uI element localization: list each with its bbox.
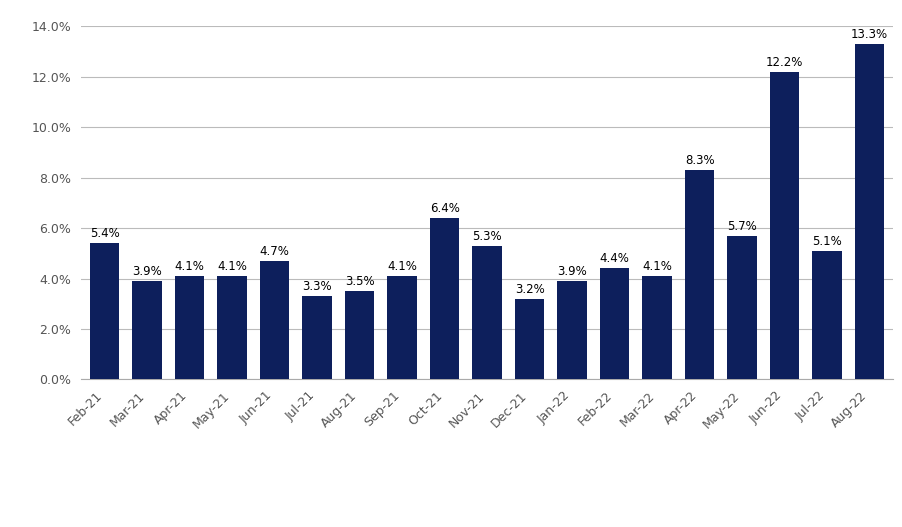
Bar: [855, 44, 885, 379]
Bar: [387, 276, 417, 379]
Text: 3.5%: 3.5%: [345, 275, 374, 288]
Bar: [600, 268, 630, 379]
Text: 4.1%: 4.1%: [642, 260, 672, 273]
Text: 5.3%: 5.3%: [473, 230, 502, 243]
Bar: [642, 276, 672, 379]
Text: 4.1%: 4.1%: [217, 260, 247, 273]
Bar: [557, 281, 587, 379]
Bar: [473, 246, 502, 379]
Text: 4.7%: 4.7%: [260, 245, 290, 258]
Text: 5.1%: 5.1%: [812, 235, 842, 248]
Text: 3.9%: 3.9%: [133, 265, 162, 278]
Bar: [769, 72, 799, 379]
Bar: [727, 236, 757, 379]
Text: 8.3%: 8.3%: [685, 154, 714, 167]
Bar: [302, 296, 332, 379]
Text: 3.9%: 3.9%: [557, 265, 587, 278]
Text: 3.3%: 3.3%: [302, 280, 332, 293]
Bar: [429, 218, 459, 379]
Text: 5.4%: 5.4%: [89, 227, 119, 240]
Bar: [812, 251, 842, 379]
Bar: [260, 261, 290, 379]
Text: 13.3%: 13.3%: [851, 28, 888, 41]
Text: 4.4%: 4.4%: [600, 252, 630, 266]
Text: 4.1%: 4.1%: [387, 260, 417, 273]
Text: 5.7%: 5.7%: [727, 220, 757, 232]
Bar: [685, 170, 714, 379]
Text: 6.4%: 6.4%: [429, 202, 459, 215]
Bar: [217, 276, 247, 379]
Bar: [515, 299, 545, 379]
Text: 4.1%: 4.1%: [175, 260, 205, 273]
Text: 12.2%: 12.2%: [766, 56, 804, 69]
Bar: [345, 291, 374, 379]
Bar: [133, 281, 162, 379]
Bar: [175, 276, 205, 379]
Text: 3.2%: 3.2%: [515, 282, 545, 296]
Bar: [89, 243, 119, 379]
